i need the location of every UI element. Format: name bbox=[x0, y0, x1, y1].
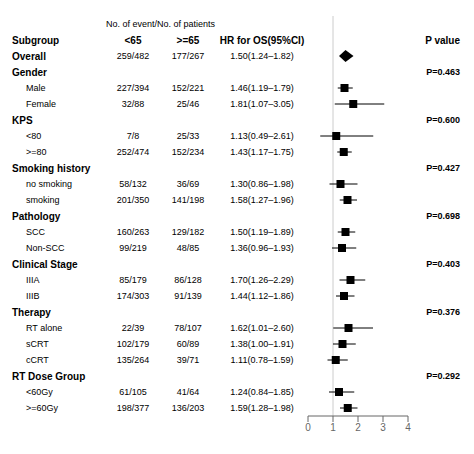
svg-text:78/107: 78/107 bbox=[174, 323, 202, 333]
svg-text:61/105: 61/105 bbox=[119, 387, 147, 397]
svg-text:1.13(0.49–2.61): 1.13(0.49–2.61) bbox=[230, 131, 294, 141]
svg-text:174/303: 174/303 bbox=[117, 291, 150, 301]
svg-text:SCC: SCC bbox=[26, 227, 46, 237]
svg-text:1.81(1.07–3.05): 1.81(1.07–3.05) bbox=[230, 99, 294, 109]
svg-text:P=0.427: P=0.427 bbox=[426, 163, 460, 173]
svg-text:32/88: 32/88 bbox=[122, 99, 145, 109]
svg-text:<65: <65 bbox=[125, 35, 142, 46]
svg-text:KPS: KPS bbox=[12, 115, 33, 126]
svg-text:7/8: 7/8 bbox=[127, 131, 140, 141]
svg-text:P=0.403: P=0.403 bbox=[426, 259, 460, 269]
svg-text:<80: <80 bbox=[26, 131, 41, 141]
svg-text:1.62(1.01–2.60): 1.62(1.01–2.60) bbox=[230, 323, 294, 333]
svg-text:1.30(0.86–1.98): 1.30(0.86–1.98) bbox=[230, 179, 294, 189]
svg-text:>=60Gy: >=60Gy bbox=[26, 403, 59, 413]
svg-text:>=65: >=65 bbox=[177, 35, 200, 46]
svg-text:Pathology: Pathology bbox=[12, 211, 61, 222]
svg-text:1.36(0.96–1.93): 1.36(0.96–1.93) bbox=[230, 243, 294, 253]
svg-text:RT Dose Group: RT Dose Group bbox=[12, 371, 85, 382]
svg-text:152/234: 152/234 bbox=[172, 147, 205, 157]
svg-text:RT alone: RT alone bbox=[26, 323, 62, 333]
svg-text:129/182: 129/182 bbox=[172, 227, 205, 237]
svg-text:4: 4 bbox=[405, 422, 411, 433]
svg-text:Gender: Gender bbox=[12, 67, 47, 78]
svg-text:41/64: 41/64 bbox=[177, 387, 200, 397]
svg-text:177/267: 177/267 bbox=[172, 51, 205, 61]
svg-text:1.43(1.17–1.75): 1.43(1.17–1.75) bbox=[230, 147, 294, 157]
svg-text:P=0.463: P=0.463 bbox=[426, 67, 460, 77]
svg-text:Therapy: Therapy bbox=[12, 307, 51, 318]
svg-text:198/377: 198/377 bbox=[117, 403, 150, 413]
svg-text:Subgroup: Subgroup bbox=[12, 35, 59, 46]
svg-text:91/139: 91/139 bbox=[174, 291, 202, 301]
svg-text:135/264: 135/264 bbox=[117, 355, 150, 365]
svg-text:IIIA: IIIA bbox=[26, 275, 40, 285]
svg-text:39/71: 39/71 bbox=[177, 355, 200, 365]
svg-text:58/132: 58/132 bbox=[119, 179, 147, 189]
svg-text:152/221: 152/221 bbox=[172, 83, 205, 93]
svg-text:Female: Female bbox=[26, 99, 56, 109]
svg-text:36/69: 36/69 bbox=[177, 179, 200, 189]
svg-text:sCRT: sCRT bbox=[26, 339, 49, 349]
svg-text:25/33: 25/33 bbox=[177, 131, 200, 141]
svg-text:227/394: 227/394 bbox=[117, 83, 150, 93]
svg-text:1.38(1.00–1.91): 1.38(1.00–1.91) bbox=[230, 339, 294, 349]
svg-text:1.50(1.24–1.82): 1.50(1.24–1.82) bbox=[230, 51, 294, 61]
svg-text:<60Gy: <60Gy bbox=[26, 387, 53, 397]
svg-text:Male: Male bbox=[26, 83, 46, 93]
svg-text:2: 2 bbox=[355, 422, 361, 433]
svg-text:Clinical Stage: Clinical Stage bbox=[12, 259, 78, 270]
svg-text:P=0.698: P=0.698 bbox=[426, 211, 460, 221]
svg-text:cCRT: cCRT bbox=[26, 355, 49, 365]
svg-text:1.50(1.19–1.89): 1.50(1.19–1.89) bbox=[230, 227, 294, 237]
svg-text:102/179: 102/179 bbox=[117, 339, 150, 349]
svg-text:1: 1 bbox=[330, 422, 336, 433]
svg-text:1.44(1.12–1.86): 1.44(1.12–1.86) bbox=[230, 291, 294, 301]
svg-text:HR for OS(95%CI): HR for OS(95%CI) bbox=[220, 35, 304, 46]
svg-text:P=0.600: P=0.600 bbox=[426, 115, 460, 125]
svg-text:141/198: 141/198 bbox=[172, 195, 205, 205]
svg-text:>=80: >=80 bbox=[26, 147, 47, 157]
svg-text:252/474: 252/474 bbox=[117, 147, 150, 157]
svg-text:60/89: 60/89 bbox=[177, 339, 200, 349]
svg-text:0: 0 bbox=[305, 422, 311, 433]
svg-text:IIIB: IIIB bbox=[26, 291, 40, 301]
svg-text:25/46: 25/46 bbox=[177, 99, 200, 109]
svg-text:1.11(0.78–1.59): 1.11(0.78–1.59) bbox=[231, 355, 294, 365]
svg-text:1.24(0.84–1.85): 1.24(0.84–1.85) bbox=[230, 387, 294, 397]
svg-text:48/85: 48/85 bbox=[177, 243, 200, 253]
svg-text:1.46(1.19–1.79): 1.46(1.19–1.79) bbox=[230, 83, 294, 93]
svg-text:160/263: 160/263 bbox=[117, 227, 150, 237]
svg-text:no smoking: no smoking bbox=[26, 179, 72, 189]
svg-text:P=0.292: P=0.292 bbox=[426, 371, 460, 381]
svg-text:P value: P value bbox=[425, 35, 460, 46]
svg-text:22/39: 22/39 bbox=[122, 323, 145, 333]
svg-text:smoking: smoking bbox=[26, 195, 60, 205]
svg-text:P=0.376: P=0.376 bbox=[426, 307, 460, 317]
svg-text:136/203: 136/203 bbox=[172, 403, 205, 413]
svg-text:3: 3 bbox=[380, 422, 386, 433]
svg-text:85/179: 85/179 bbox=[119, 275, 147, 285]
svg-text:Smoking history: Smoking history bbox=[12, 163, 91, 174]
svg-text:No. of event/No. of patients: No. of event/No. of patients bbox=[106, 19, 216, 29]
svg-text:1.70(1.26–2.29): 1.70(1.26–2.29) bbox=[230, 275, 294, 285]
svg-text:Non-SCC: Non-SCC bbox=[26, 243, 65, 253]
svg-text:99/219: 99/219 bbox=[119, 243, 147, 253]
svg-text:Overall: Overall bbox=[12, 51, 46, 62]
svg-text:1.58(1.27–1.96): 1.58(1.27–1.96) bbox=[230, 195, 294, 205]
svg-text:259/482: 259/482 bbox=[117, 51, 150, 61]
svg-text:1.59(1.28–1.98): 1.59(1.28–1.98) bbox=[230, 403, 294, 413]
svg-text:201/350: 201/350 bbox=[117, 195, 150, 205]
svg-text:86/128: 86/128 bbox=[174, 275, 202, 285]
